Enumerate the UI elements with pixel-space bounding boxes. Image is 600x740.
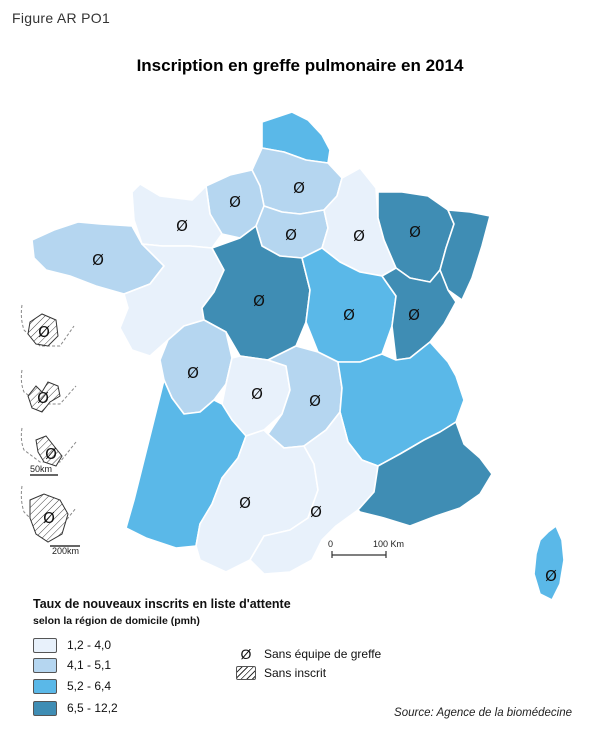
region-guyane — [29, 493, 69, 543]
region-alsace — [439, 209, 491, 301]
inset-scale-label-large: 200km — [52, 546, 79, 556]
symbol-la-reunion: Ø — [38, 323, 50, 341]
figure-label: Figure AR PO1 — [12, 10, 111, 26]
map-title: Inscription en greffe pulmonaire en 2014 — [136, 56, 464, 75]
region-la-reunion — [27, 313, 59, 347]
symbol-bretagne: Ø — [92, 251, 104, 269]
legend-no-team-label: Sans équipe de greffe — [264, 647, 382, 661]
symbol-languedoc-roussillon: Ø — [310, 503, 322, 521]
legend-title: Taux de nouveaux inscrits en liste d'att… — [33, 597, 291, 611]
legend-class-3: 5,2 - 6,4 — [33, 677, 111, 695]
symbol-auvergne: Ø — [309, 392, 321, 410]
main-scale-bar: 0 100 Km — [328, 539, 404, 558]
legend-swatch-1 — [33, 637, 57, 653]
legend-swatch-4 — [33, 700, 57, 716]
legend-swatch-2 — [33, 657, 57, 673]
symbol-bourgogne: Ø — [343, 306, 355, 324]
symbol-guadeloupe: Ø — [37, 389, 49, 407]
legend-no-registrant-label: Sans inscrit — [264, 666, 327, 680]
inset-scale-label-small: 50km — [30, 464, 52, 474]
legend-subtitle: selon la région de domicile (pmh) — [33, 615, 200, 627]
legend-label-4: 6,5 - 12,2 — [67, 701, 118, 715]
legend-label-1: 1,2 - 4,0 — [67, 638, 112, 652]
legend-class-1: 1,2 - 4,0 — [33, 636, 111, 654]
legend-class-2: 4,1 - 5,1 — [33, 656, 111, 674]
scale-distance-label: 100 Km — [373, 539, 404, 549]
region-languedoc-roussillon — [249, 411, 379, 575]
symbol-centre: Ø — [253, 292, 265, 310]
symbol-champagne-ardenne: Ø — [353, 227, 365, 245]
region-guadeloupe — [27, 381, 61, 413]
legend-no-team: Ø Sans équipe de greffe — [236, 645, 382, 663]
symbol-midi-pyrenees: Ø — [239, 494, 251, 512]
symbol-corse: Ø — [545, 567, 557, 585]
symbol-haute-normandie: Ø — [229, 193, 241, 211]
symbol-basse-normandie: Ø — [176, 217, 188, 235]
legend-class-4: 6,5 - 12,2 — [33, 699, 118, 717]
hatch-icon — [236, 666, 256, 680]
no-team-icon: Ø — [240, 646, 252, 662]
symbol-limousin: Ø — [251, 385, 263, 403]
legend-swatch-3 — [33, 678, 57, 694]
symbol-poitou-charentes: Ø — [187, 364, 199, 382]
symbol-picardie: Ø — [293, 179, 305, 197]
region-corse — [533, 525, 565, 601]
scale-zero-label: 0 — [328, 539, 333, 549]
region-paca — [357, 421, 493, 527]
legend-label-3: 5,2 - 6,4 — [67, 679, 112, 693]
region-martinique — [35, 435, 63, 467]
symbol-martinique: Ø — [45, 445, 57, 463]
symbol-franche-comte: Ø — [408, 306, 420, 324]
symbol-guyane: Ø — [43, 509, 55, 527]
region-franche-comte — [381, 267, 457, 361]
no-transplant-symbols: Ø Ø Ø Ø Ø Ø Ø Ø Ø Ø Ø Ø Ø Ø Ø Ø Ø Ø Ø Ø — [37, 179, 557, 585]
source-note: Source: Agence de la biomédecine — [394, 707, 572, 719]
overseas-insets: 50km 200km — [20, 304, 80, 556]
legend-label-2: 4,1 - 5,1 — [67, 658, 112, 672]
symbol-lorraine: Ø — [409, 223, 421, 241]
region-bourgogne — [301, 247, 397, 363]
symbol-ile-de-france: Ø — [285, 226, 297, 244]
legend-no-registrant: Sans inscrit — [236, 664, 326, 682]
